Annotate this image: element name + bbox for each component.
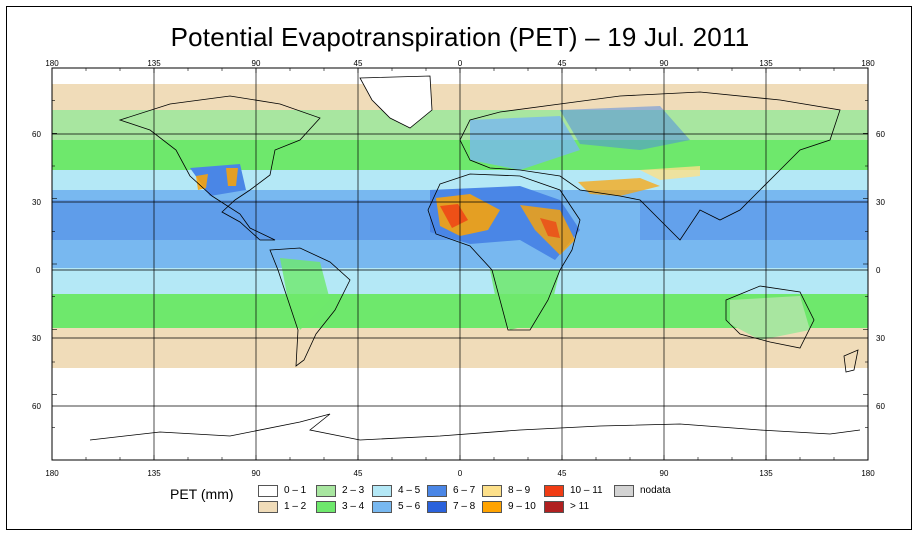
legend-swatch-5 (372, 501, 392, 513)
legend-label-1: 1 – 2 (284, 501, 307, 512)
legend-label-0: 0 – 1 (284, 485, 307, 496)
lon-label-top: 180 (45, 59, 59, 68)
lon-label-bottom: 90 (660, 469, 669, 478)
legend-swatch-9 (482, 501, 502, 513)
lat-label-right: 0 (876, 266, 881, 275)
lon-label-bottom: 45 (558, 469, 567, 478)
legend-label-3: 3 – 4 (342, 501, 365, 512)
legend-label-11: > 11 (570, 501, 589, 512)
lat-label-right: 60 (876, 130, 885, 139)
lon-label-top: 135 (147, 59, 161, 68)
arabia-hottest (540, 218, 560, 238)
lon-label-top: 90 (252, 59, 261, 68)
greenland-area (360, 76, 432, 128)
lat-labels-left: 60 30 0 30 60 (32, 130, 41, 411)
band-tropical-ocean (52, 200, 482, 240)
legend-swatch-11 (544, 501, 564, 513)
lon-label-bottom: 45 (354, 469, 363, 478)
lat-label-left: 30 (32, 334, 41, 343)
legend-label-12: nodata (640, 485, 671, 496)
band-tropical-ocean-east (640, 200, 868, 240)
lon-label-top: 45 (558, 59, 567, 68)
eurasia-outline (459, 91, 841, 241)
lon-labels-top: 180 135 90 45 0 45 90 135 180 (45, 59, 875, 68)
australia-pet (730, 296, 810, 340)
lon-label-top: 135 (759, 59, 773, 68)
legend-swatch-7 (427, 501, 447, 513)
lat-label-right: 30 (876, 198, 885, 207)
lon-label-bottom: 180 (861, 469, 875, 478)
figure-frame (6, 6, 912, 530)
legend-label-8: 8 – 9 (508, 485, 531, 496)
lat-label-right: 60 (876, 402, 885, 411)
us-southwest-hot-2 (226, 168, 238, 186)
coastlines (89, 75, 861, 441)
map-title: Potential Evapotranspiration (PET) – 19 … (170, 22, 750, 52)
new-zealand-outline (843, 349, 859, 373)
legend-label-6: 6 – 7 (453, 485, 476, 496)
lon-label-bottom: 0 (458, 469, 463, 478)
lat-label-left: 60 (32, 402, 41, 411)
australia-outline (725, 285, 815, 349)
minor-ticks (51, 67, 869, 461)
south-america-outline (269, 247, 351, 367)
legend-label-4: 4 – 5 (398, 485, 421, 496)
central-asia-warm (640, 166, 700, 180)
graticule (52, 68, 868, 460)
lat-label-right: 30 (876, 334, 885, 343)
legend-label-5: 5 – 6 (398, 501, 421, 512)
lon-label-bottom: 90 (252, 469, 261, 478)
legend-swatch-2 (316, 485, 336, 497)
lon-label-bottom: 135 (147, 469, 161, 478)
legend-title: PET (mm) (170, 486, 234, 502)
lon-labels-bottom: 180 135 90 45 0 45 90 135 180 (45, 469, 875, 478)
lat-label-left: 60 (32, 130, 41, 139)
southern-africa-pet (490, 270, 560, 330)
legend-swatch-4 (372, 485, 392, 497)
legend-swatch-3 (316, 501, 336, 513)
lon-label-top: 0 (458, 59, 463, 68)
legend-swatch-12 (614, 485, 634, 497)
legend-label-10: 10 – 11 (570, 485, 603, 496)
russia-pet (560, 106, 690, 150)
north-america-outline (118, 95, 321, 241)
lat-label-left: 0 (36, 266, 41, 275)
south-america-pet (280, 258, 330, 330)
greenland-outline (359, 75, 433, 129)
sahara-hottest (440, 204, 468, 228)
europe-pet (470, 116, 580, 170)
legend-swatch-10 (544, 485, 564, 497)
legend-swatch-6 (427, 485, 447, 497)
legend-label-9: 9 – 10 (508, 501, 536, 512)
legend-swatch-0 (258, 485, 278, 497)
legend-label-2: 2 – 3 (342, 485, 365, 496)
lon-label-top: 90 (660, 59, 669, 68)
legend-swatch-1 (258, 501, 278, 513)
lat-label-left: 30 (32, 198, 41, 207)
lon-label-top: 45 (354, 59, 363, 68)
us-southwest-hot-1 (196, 174, 208, 190)
africa-outline (427, 173, 581, 331)
legend-swatch-8 (482, 485, 502, 497)
lat-labels-right: 60 30 0 30 60 (876, 130, 885, 411)
lon-label-top: 180 (861, 59, 875, 68)
antarctica-outline (89, 413, 861, 441)
iran-hot (578, 178, 660, 196)
lon-label-bottom: 135 (759, 469, 773, 478)
lon-label-bottom: 180 (45, 469, 59, 478)
legend-label-7: 7 – 8 (453, 501, 476, 512)
